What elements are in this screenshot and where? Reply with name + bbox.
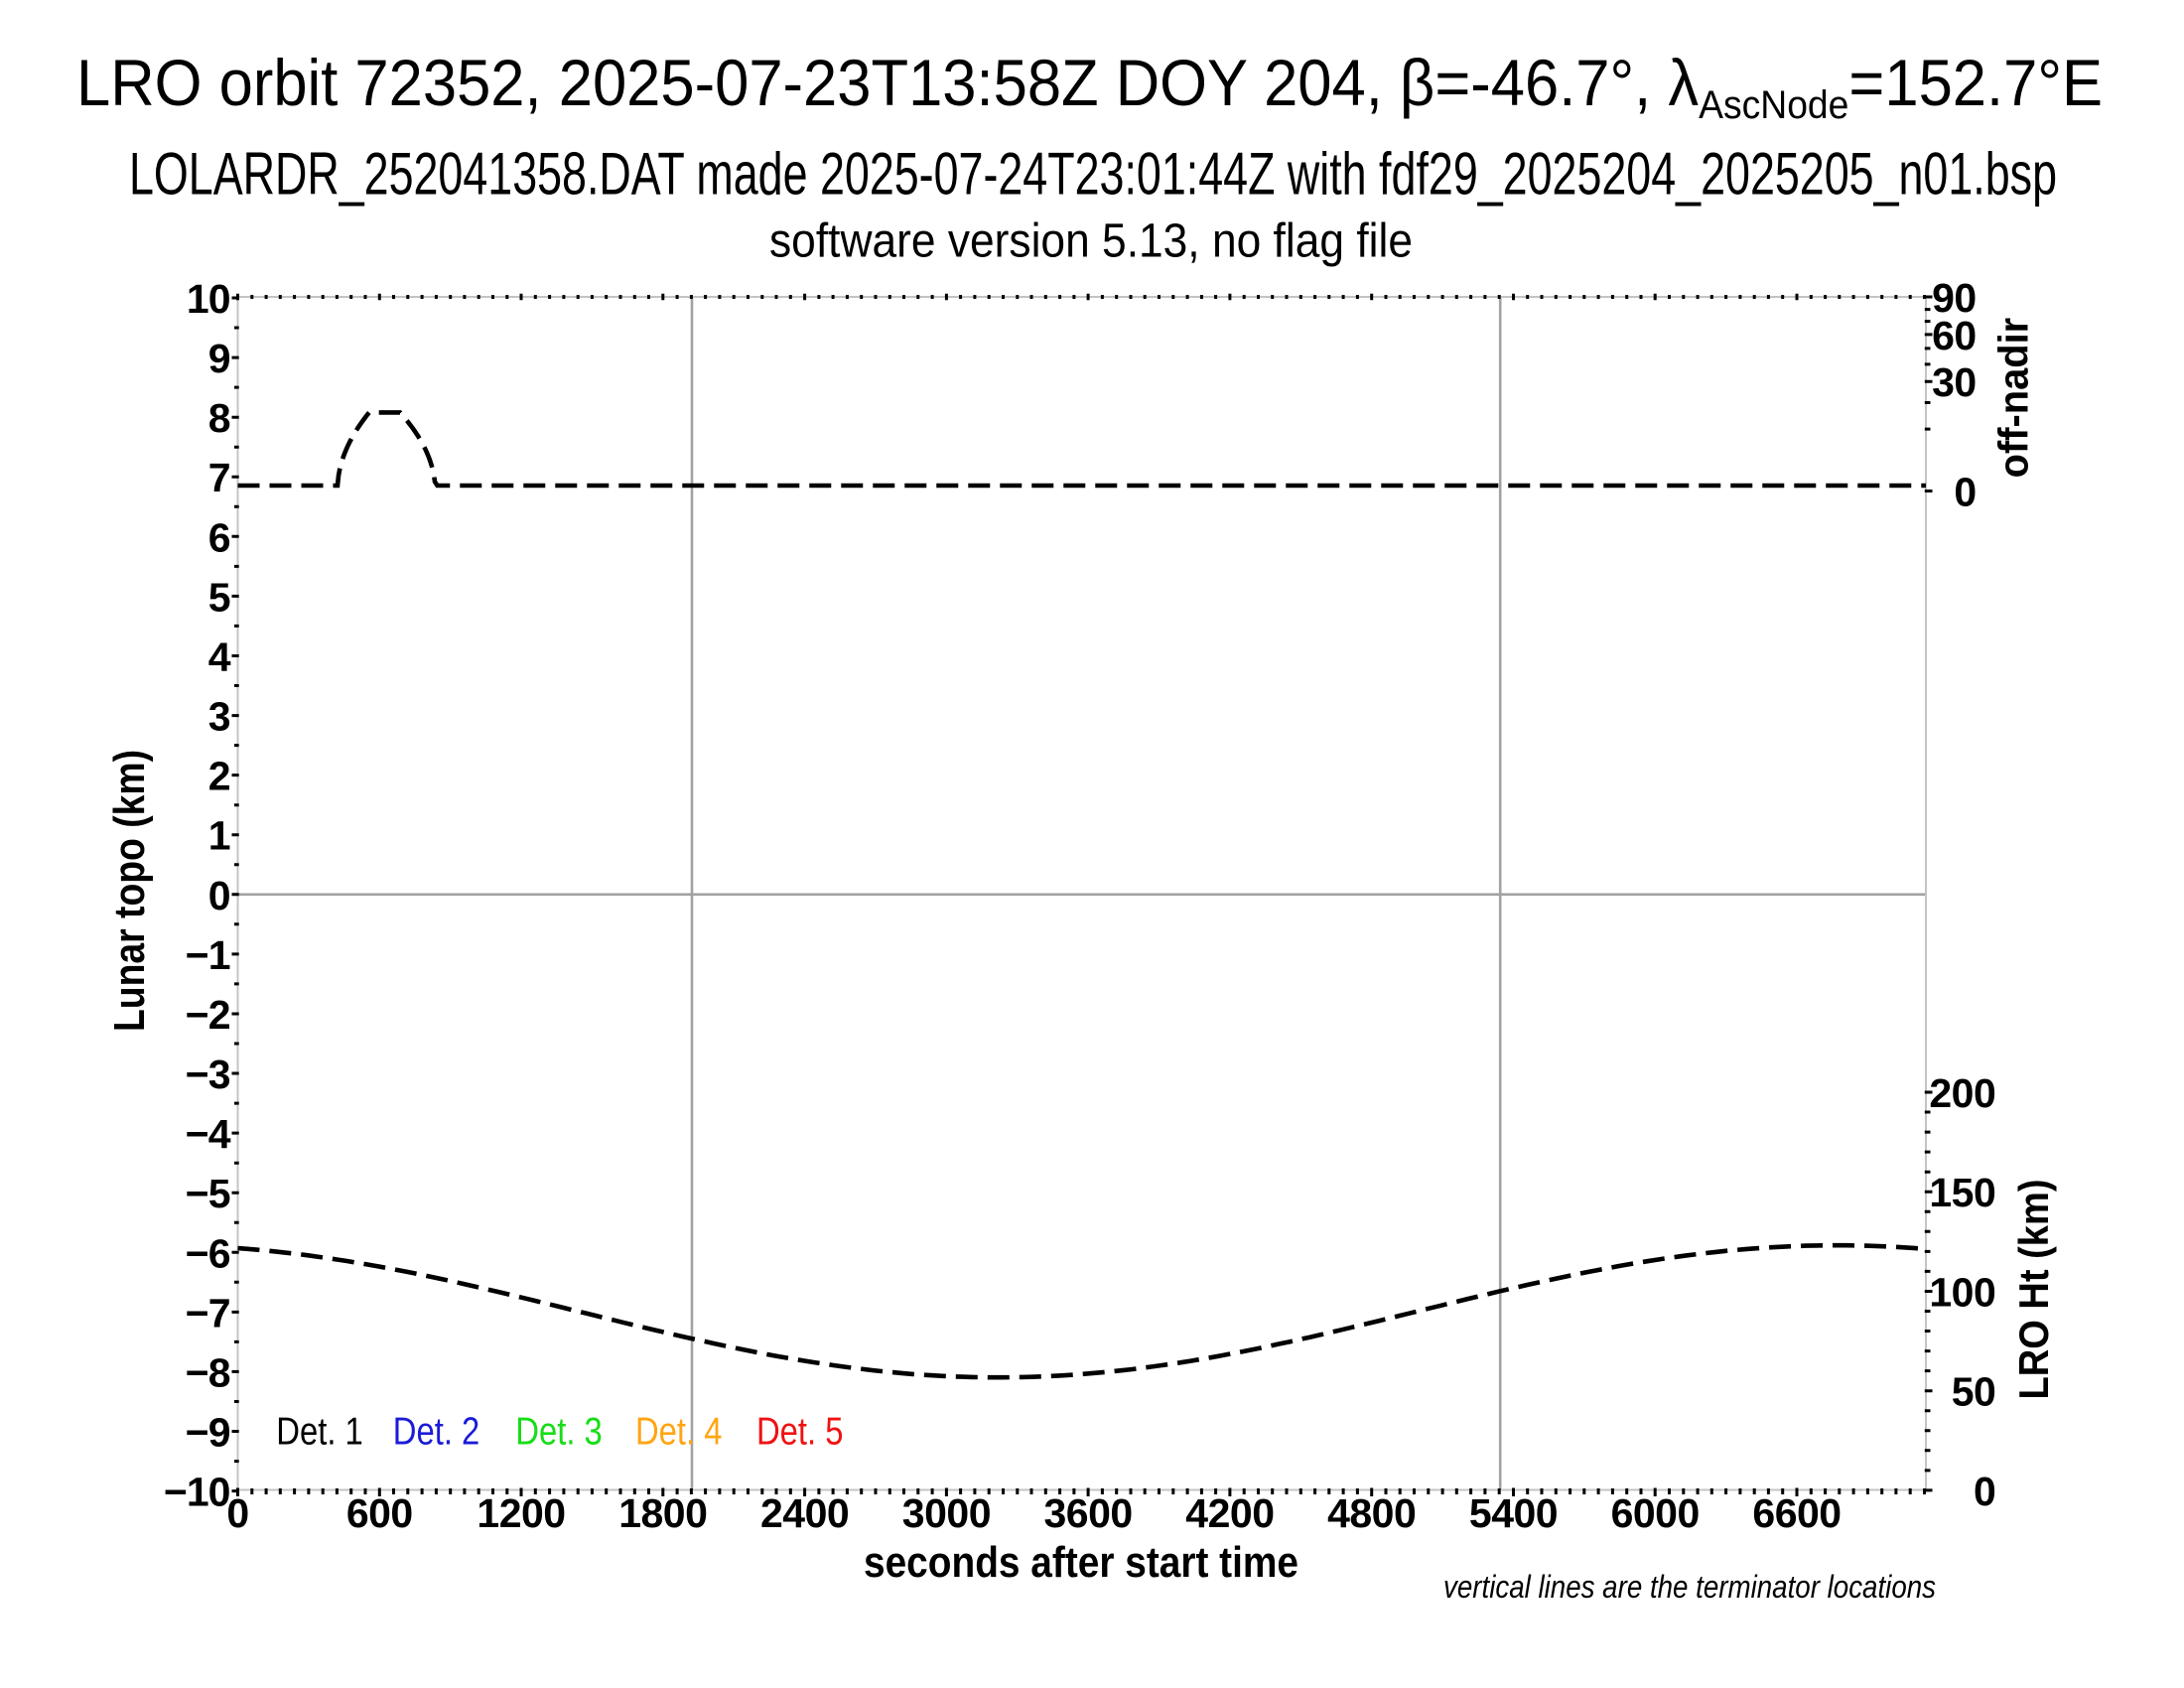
svg-text:9: 9 bbox=[208, 336, 230, 381]
svg-text:1800: 1800 bbox=[618, 1490, 707, 1536]
svg-text:0: 0 bbox=[226, 1490, 248, 1536]
svg-text:50: 50 bbox=[1952, 1369, 1996, 1415]
svg-text:5: 5 bbox=[208, 574, 230, 620]
svg-text:200: 200 bbox=[1929, 1070, 1995, 1116]
svg-text:1: 1 bbox=[208, 813, 230, 859]
svg-text:100: 100 bbox=[1929, 1270, 1995, 1316]
svg-text:3: 3 bbox=[208, 694, 230, 740]
svg-text:−10: −10 bbox=[164, 1470, 230, 1515]
svg-text:off-nadir: off-nadir bbox=[1990, 318, 2037, 479]
svg-text:Det. 4: Det. 4 bbox=[635, 1410, 723, 1453]
svg-text:600: 600 bbox=[346, 1490, 413, 1536]
svg-text:7: 7 bbox=[208, 455, 230, 500]
svg-text:−1: −1 bbox=[186, 932, 230, 978]
svg-text:4: 4 bbox=[208, 634, 231, 680]
svg-text:LRO Ht (km): LRO Ht (km) bbox=[2010, 1180, 2057, 1400]
svg-text:−4: −4 bbox=[186, 1111, 231, 1157]
svg-text:6600: 6600 bbox=[1752, 1490, 1841, 1536]
svg-text:Det. 5: Det. 5 bbox=[756, 1410, 844, 1453]
svg-text:30: 30 bbox=[1932, 359, 1977, 405]
svg-text:−3: −3 bbox=[186, 1052, 230, 1097]
svg-text:vertical lines are the termina: vertical lines are the terminator locati… bbox=[1443, 1569, 1936, 1605]
svg-text:150: 150 bbox=[1929, 1170, 1995, 1215]
svg-text:4800: 4800 bbox=[1327, 1490, 1416, 1536]
svg-text:−8: −8 bbox=[186, 1349, 230, 1395]
svg-text:0: 0 bbox=[1974, 1469, 1995, 1514]
svg-text:90: 90 bbox=[1932, 275, 1977, 321]
svg-text:1200: 1200 bbox=[477, 1490, 565, 1536]
svg-text:3600: 3600 bbox=[1043, 1490, 1132, 1536]
svg-text:5400: 5400 bbox=[1469, 1490, 1558, 1536]
svg-text:0: 0 bbox=[1954, 470, 1976, 515]
svg-text:Det. 1: Det. 1 bbox=[276, 1410, 363, 1453]
svg-text:10: 10 bbox=[187, 276, 230, 322]
svg-text:60: 60 bbox=[1932, 313, 1977, 358]
svg-text:−6: −6 bbox=[186, 1230, 230, 1276]
svg-text:LOLARDR_252041358.DAT made 202: LOLARDR_252041358.DAT made 2025-07-24T23… bbox=[129, 141, 2057, 208]
svg-text:2: 2 bbox=[208, 754, 230, 799]
svg-text:seconds after start time: seconds after start time bbox=[864, 1538, 1298, 1587]
svg-text:8: 8 bbox=[208, 395, 230, 441]
svg-text:2400: 2400 bbox=[760, 1490, 849, 1536]
svg-text:Lunar topo (km): Lunar topo (km) bbox=[105, 750, 154, 1032]
svg-text:4200: 4200 bbox=[1185, 1490, 1274, 1536]
svg-text:Det. 3: Det. 3 bbox=[515, 1410, 603, 1453]
svg-text:−5: −5 bbox=[186, 1171, 230, 1216]
svg-text:6000: 6000 bbox=[1611, 1490, 1700, 1536]
svg-text:Det. 2: Det. 2 bbox=[393, 1410, 480, 1453]
svg-text:−2: −2 bbox=[186, 992, 230, 1038]
svg-text:3000: 3000 bbox=[902, 1490, 991, 1536]
svg-text:software version 5.13, no flag: software version 5.13, no flag file bbox=[769, 215, 1413, 268]
svg-text:−7: −7 bbox=[186, 1290, 230, 1336]
svg-text:0: 0 bbox=[208, 873, 230, 918]
svg-text:−9: −9 bbox=[186, 1410, 230, 1456]
svg-text:6: 6 bbox=[208, 514, 230, 560]
